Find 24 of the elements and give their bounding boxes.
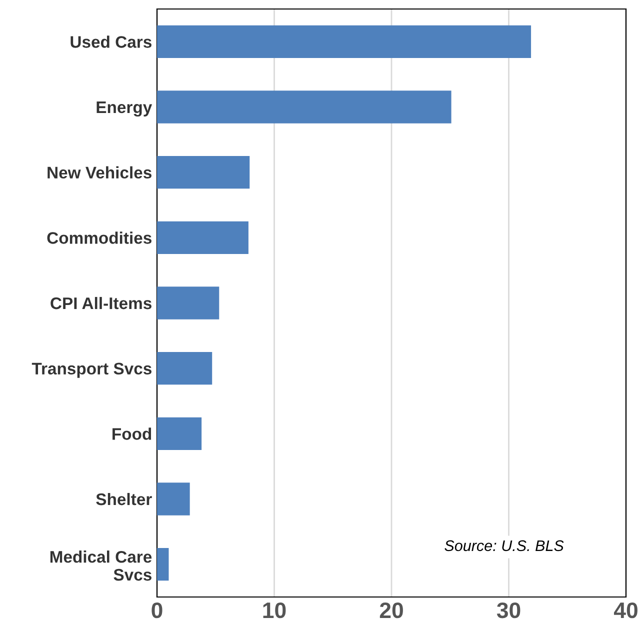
x-tick-label: 40	[614, 602, 638, 618]
y-tick-label: Commodities	[47, 232, 152, 244]
bar	[157, 548, 169, 581]
bar	[157, 482, 190, 516]
x-tick-label: 0	[152, 602, 162, 618]
y-tick-label: Food	[112, 428, 152, 440]
y-tick-label: Energy	[96, 102, 152, 117]
y-tick-label: Shelter	[96, 492, 152, 506]
x-tick-label: 20	[380, 602, 403, 618]
bar	[157, 352, 212, 385]
bar	[157, 25, 532, 58]
bar	[157, 221, 248, 254]
y-tick-label: Transport Svcs	[32, 362, 152, 378]
y-tick-label: New Vehicles	[48, 166, 152, 179]
bar	[157, 417, 202, 450]
y-tick-label: CPI All-Items	[50, 296, 152, 310]
annotation: Source: U.S. BLS	[444, 540, 564, 552]
y-tick-label: Medical Care Svcs	[50, 550, 152, 581]
x-tick-label: 30	[496, 602, 520, 618]
y-tick-label: Used Cars	[70, 36, 152, 48]
bar	[157, 156, 250, 189]
bar	[157, 286, 220, 320]
x-tick-label: 10	[263, 602, 286, 618]
bar	[157, 90, 452, 124]
